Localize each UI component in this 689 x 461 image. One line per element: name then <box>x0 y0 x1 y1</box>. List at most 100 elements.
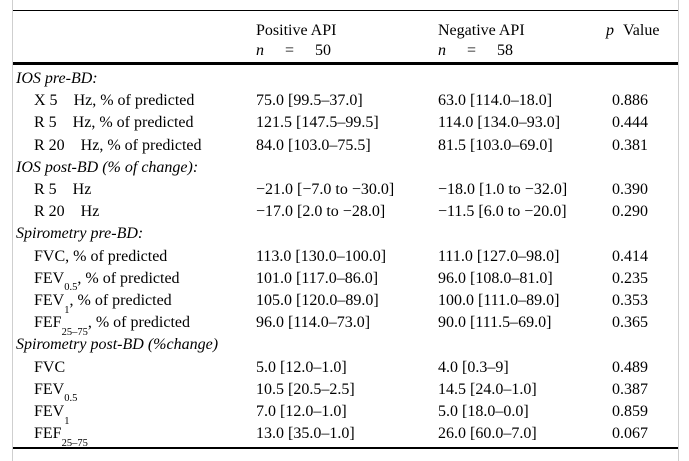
table-row: R 5 Hz −21.0 [−7.0 to −30.0] −18.0 [1.0 to… <box>13 179 678 201</box>
table-row: R 20 Hz, % of predicted 84.0 [103.0–75.5]… <box>13 135 678 157</box>
row-label: FVC, % of predicted <box>13 248 256 266</box>
row-label-text: , % of predicted <box>77 269 180 287</box>
row-label-text: Hz, % of predicted <box>72 114 194 132</box>
row-label-subscript: 1 <box>64 304 70 316</box>
p-value: 0.859 <box>612 402 648 420</box>
positive-api-value: 13.0 [35.0–1.0] <box>256 425 355 443</box>
row-label-text: R 5 <box>34 114 73 132</box>
row-label-subscript: 25–75 <box>61 437 88 449</box>
row-label: FEV1 <box>13 403 256 426</box>
row-label-subscript: 0.5 <box>64 393 78 405</box>
row-label-text: FEV <box>34 380 65 398</box>
row-label: FEV0.5 <box>13 380 256 404</box>
negative-api-value: 14.5 [24.0–1.0] <box>438 380 537 398</box>
negative-api-n: n = 58 <box>438 41 606 61</box>
negative-api-value: 111.0 [127.0–98.0] <box>438 247 560 265</box>
table-row: FVC 5.0 [12.0–1.0] 4.0 [0.3–9] 0.489 <box>13 356 678 378</box>
p-value: 0.067 <box>612 425 648 443</box>
p-value: 0.290 <box>612 203 648 221</box>
positive-api-value: 5.0 [12.0–1.0] <box>256 358 347 376</box>
p-value-title: p Value <box>606 21 678 41</box>
row-label-text: , % of predicted <box>69 291 172 309</box>
row-label-text: Hz <box>80 203 100 221</box>
row-label-text: FEV <box>34 269 65 287</box>
positive-api-value: 113.0 [130.0–100.0] <box>256 247 387 265</box>
n-symbol: n <box>438 42 446 59</box>
row-label: R 5 Hz, % of predicted <box>13 114 256 132</box>
positive-n-count: 50 <box>315 42 332 59</box>
negative-api-value: 90.0 [111.5–69.0] <box>438 314 552 332</box>
table-row: FEV0.5, % of predicted 101.0 [117.0–86.0]… <box>13 268 678 293</box>
positive-api-value: 10.5 [20.5–2.5] <box>256 380 355 398</box>
negative-api-title: Negative API <box>438 21 606 41</box>
positive-api-value: 84.0 [103.0–75.5] <box>256 136 371 154</box>
negative-api-value: 4.0 [0.3–9] <box>438 358 509 376</box>
table-row: FEV0.5 10.5 [20.5–2.5] 14.5 [24.0–1.0] 0.38… <box>13 379 678 404</box>
table-row: R 20 Hz −17.0 [2.0 to −28.0] −11.5 [6.0 to… <box>13 201 678 223</box>
negative-api-value: 26.0 [60.0–7.0] <box>438 425 537 443</box>
negative-api-value: 5.0 [18.0–0.0] <box>438 402 529 420</box>
positive-api-value: 7.0 [12.0–1.0] <box>256 402 347 420</box>
negative-api-value: −18.0 [1.0 to −32.0] <box>438 181 568 199</box>
table-row: FEF25–75 13.0 [35.0–1.0] 26.0 [60.0–7.0] 0.… <box>13 423 678 448</box>
negative-api-value: 96.0 [108.0–81.0] <box>438 269 553 287</box>
header-empty-cell <box>13 21 256 62</box>
section-row: IOS pre-BD: <box>13 68 678 90</box>
row-label-text: FEF <box>34 314 62 332</box>
row-label-text: FEV <box>34 291 65 309</box>
table-header-row: Positive API n = 50 Negative API n = 58 … <box>13 11 678 62</box>
table-bottom-rule <box>13 447 678 449</box>
positive-api-title: Positive API <box>256 21 438 41</box>
p-value: 0.235 <box>612 269 648 287</box>
header-separator-rule <box>13 62 678 65</box>
row-label-text: FEF <box>34 425 62 443</box>
table-row: FEF25–75, % of predicted 96.0 [114.0–73.0… <box>13 312 678 337</box>
section-label: IOS post-BD (% of change): <box>16 158 199 176</box>
header-negative-api: Negative API n = 58 <box>438 21 606 62</box>
positive-api-value: 101.0 [117.0–86.0] <box>256 269 379 287</box>
positive-api-value: 96.0 [114.0–73.0] <box>256 314 371 332</box>
positive-api-value: 75.0 [99.5–37.0] <box>256 92 363 110</box>
row-label: R 20 Hz, % of predicted <box>13 137 256 155</box>
table-row: R 5 Hz, % of predicted 121.5 [147.5–99.5]… <box>13 112 678 134</box>
negative-api-value: −11.5 [6.0 to −20.0] <box>438 203 567 221</box>
table-top-rule <box>13 10 678 11</box>
section-row: IOS post-BD (% of change): <box>13 157 678 179</box>
row-label: FEF25–75, % of predicted <box>13 314 256 337</box>
row-label: R 20 Hz <box>13 203 256 221</box>
positive-api-value: 121.5 [147.5–99.5] <box>256 114 379 132</box>
table-row: X 5 Hz, % of predicted 75.0 [99.5–37.0] 63… <box>13 90 678 112</box>
row-label-text: FVC <box>34 358 66 376</box>
row-label: FEF25–75 <box>13 425 256 448</box>
negative-api-title-text: Negative API <box>438 22 525 39</box>
section-label: IOS pre-BD: <box>16 70 98 88</box>
n-symbol: n <box>256 42 264 59</box>
section-label: Spirometry post-BD (%change) <box>16 336 219 354</box>
p-value: 0.353 <box>612 291 648 309</box>
p-value: 0.365 <box>612 314 648 332</box>
row-label: FVC <box>13 359 256 377</box>
p-value-label: Value <box>623 22 660 39</box>
section-label: Spirometry pre-BD: <box>16 225 144 243</box>
row-label: X 5 Hz, % of predicted <box>13 92 256 110</box>
positive-api-value: −17.0 [2.0 to −28.0] <box>256 203 386 221</box>
results-table: Positive API n = 50 Negative API n = 58 … <box>12 0 679 461</box>
row-label-text: , % of predicted <box>87 314 191 332</box>
header-positive-api: Positive API n = 50 <box>256 21 438 62</box>
equals-sign: = <box>467 42 477 59</box>
p-value: 0.414 <box>612 247 648 265</box>
row-label-text: Hz, % of predicted <box>80 136 202 154</box>
equals-sign: = <box>285 42 295 59</box>
p-value: 0.444 <box>612 114 648 132</box>
row-label-text: Hz, % of predicted <box>73 92 195 110</box>
table-row: FEV1, % of predicted 105.0 [120.0–89.0] 10… <box>13 290 678 315</box>
row-label: R 5 Hz <box>13 181 256 199</box>
table-row: FVC, % of predicted 113.0 [130.0–100.0] 11… <box>13 246 678 268</box>
row-label: FEV0.5, % of predicted <box>13 269 256 293</box>
p-value: 0.489 <box>612 358 648 376</box>
positive-api-value: 105.0 [120.0–89.0] <box>256 291 379 309</box>
negative-api-value: 114.0 [134.0–93.0] <box>438 114 561 132</box>
positive-api-title-text: Positive API <box>256 22 337 39</box>
table-row: FEV1 7.0 [12.0–1.0] 5.0 [18.0–0.0] 0.859 <box>13 401 678 426</box>
row-label-text: R 5 <box>34 181 73 199</box>
